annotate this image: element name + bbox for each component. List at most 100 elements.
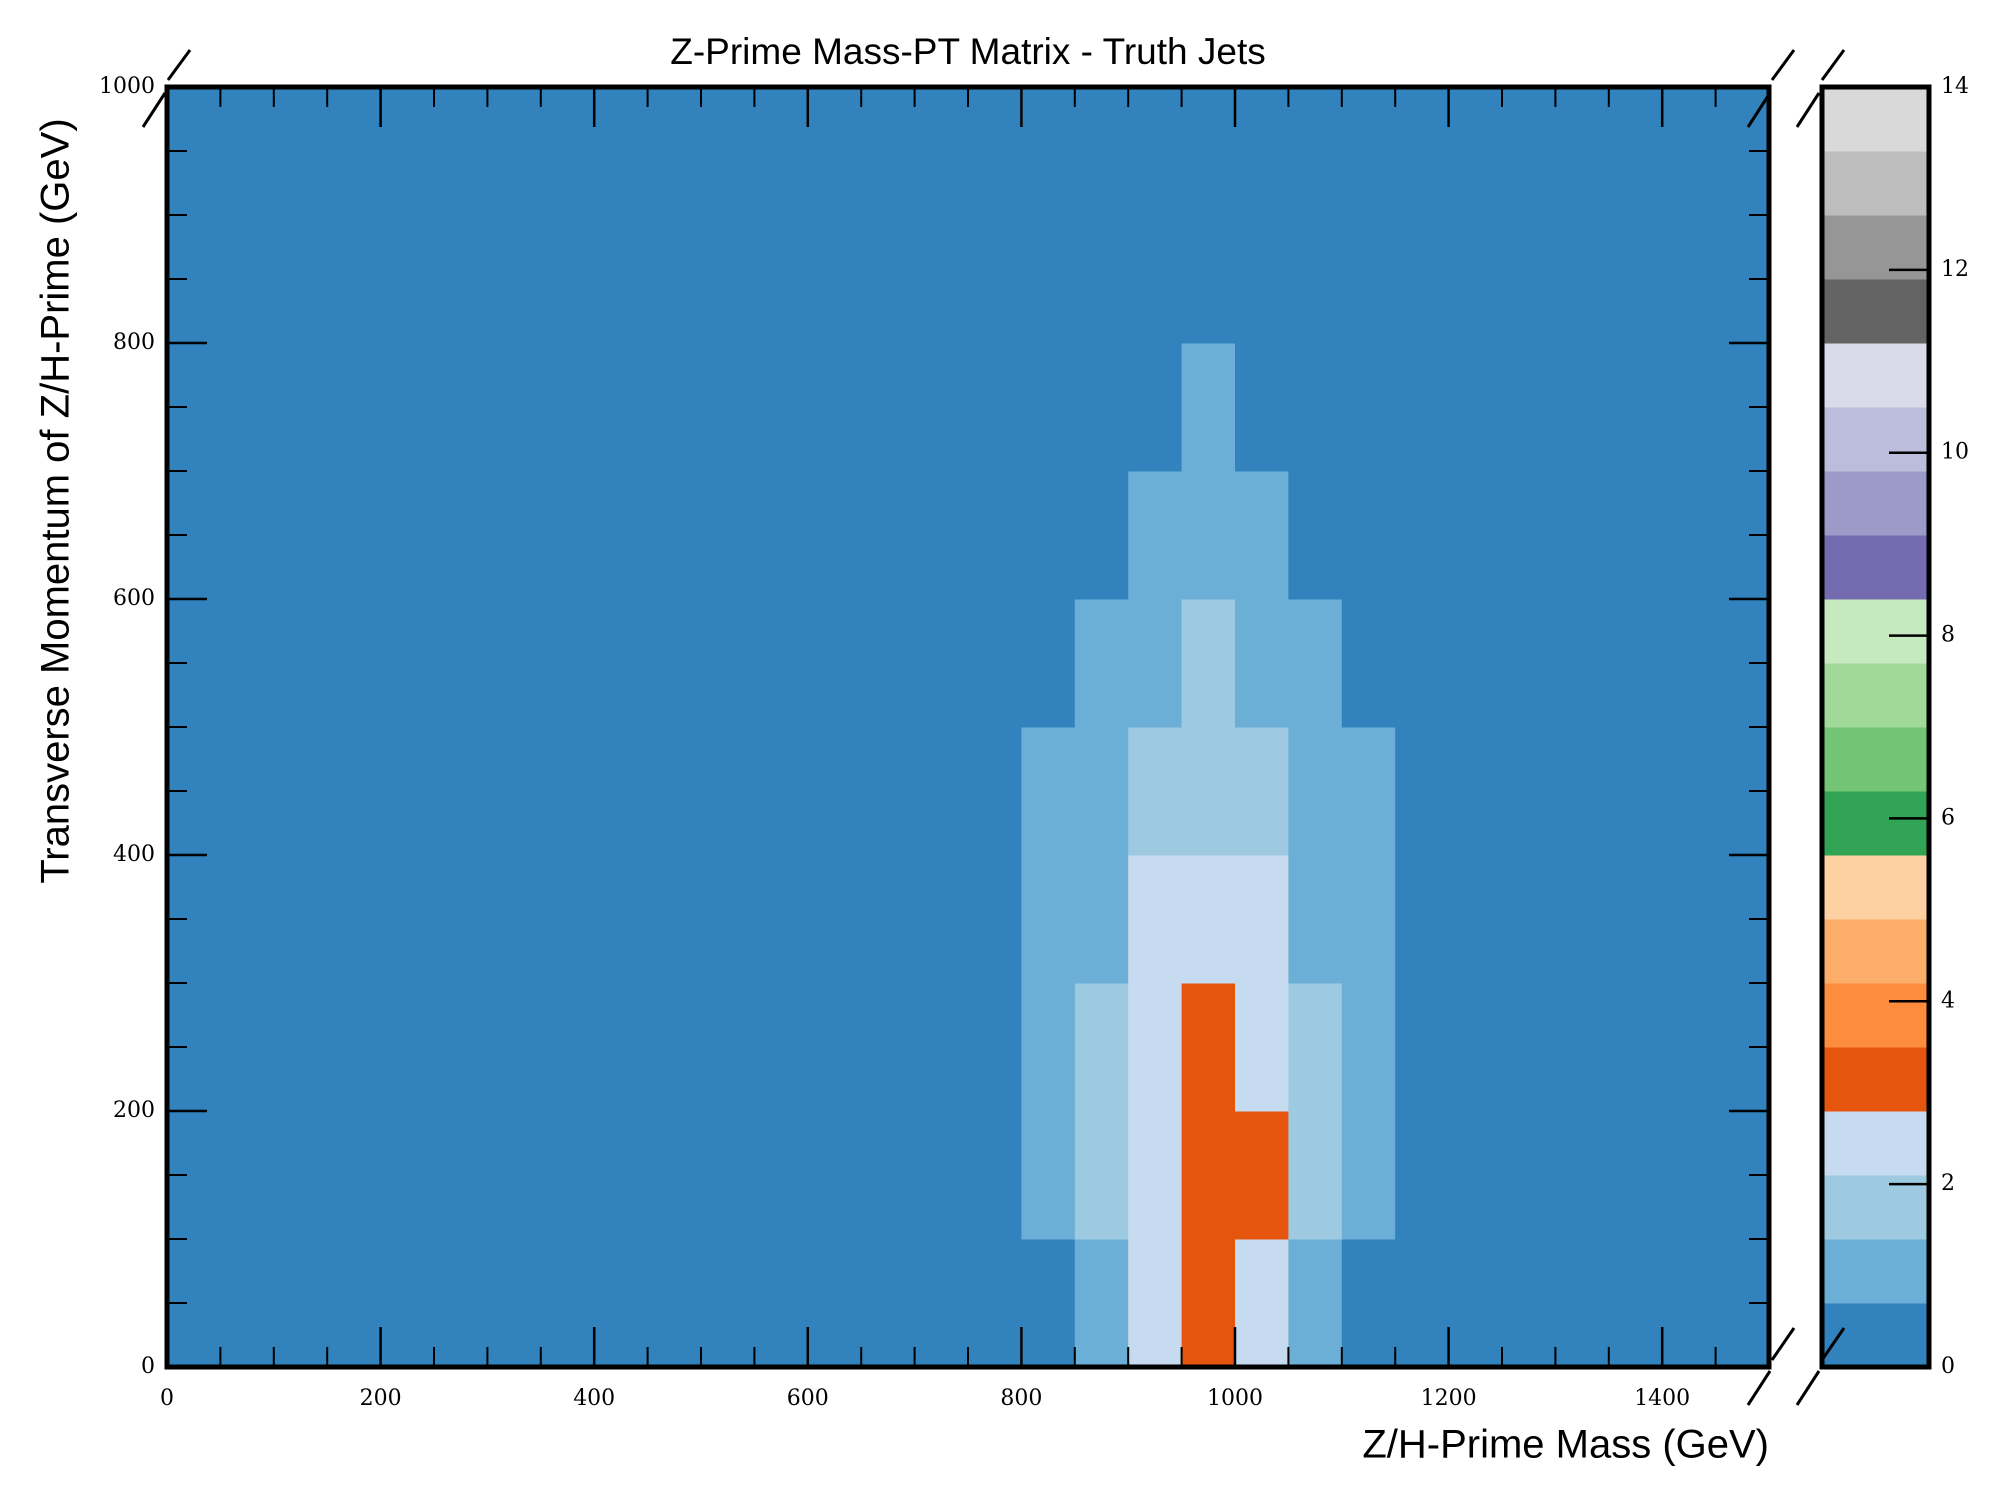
heatmap-cell [327,599,382,728]
heatmap-cell [1128,1111,1183,1240]
heatmap-cell [1662,1111,1717,1240]
heatmap-cell [1128,855,1183,984]
heatmap-cell [273,1111,328,1240]
heatmap-cell [807,1239,862,1368]
heatmap-cell [273,599,328,728]
heatmap-cell [487,1239,542,1368]
heatmap-cell [487,855,542,984]
heatmap-cell [1021,599,1076,728]
heatmap-cell [1181,87,1236,216]
heatmap-cell [1662,215,1717,344]
heatmap-cell [1341,471,1396,600]
heatmap-cell [1555,343,1610,472]
heatmap-cell [1181,215,1236,344]
heatmap-cell [1448,855,1503,984]
heatmap-cell [807,471,862,600]
heatmap-cell [434,855,488,984]
heatmap-cell [701,983,755,1112]
colorbar-band [1822,919,1929,984]
heatmap-cell [1555,1111,1610,1240]
colorbar-frame [1819,84,1932,1370]
heatmap-cell [1341,855,1396,984]
heatmap-cell [273,1239,328,1368]
heatmap-cell [754,1239,809,1368]
heatmap-cell [1395,215,1450,344]
heatmap-cell [701,1239,755,1368]
heatmap-cell [327,855,382,984]
heatmap-cell [1555,471,1610,600]
heatmap-cell [327,727,382,856]
heatmap-cell [1448,983,1503,1112]
x-tick-label: 1400 [1634,1386,1690,1411]
heatmap-cell [1181,1111,1236,1240]
heatmap-cell [1555,215,1610,344]
heatmap-cell [1662,727,1717,856]
heatmap-cell [754,727,809,856]
heatmap-cell [1235,1239,1289,1368]
heatmap-cell [1662,471,1717,600]
heatmap-cell [861,343,916,472]
heatmap-cell [380,855,435,984]
heatmap-cell [487,343,542,472]
heatmap-cell [1341,215,1396,344]
heatmap-cell [914,471,969,600]
colorbar-band [1822,855,1929,920]
heatmap-cell [540,87,595,216]
heatmap-cell [968,343,1022,472]
heatmap-cell [1288,727,1343,856]
heatmap-cell [1608,471,1663,600]
heatmap-cell [1341,727,1396,856]
colorbar-band [1822,1047,1929,1112]
heatmap-cell [540,983,595,1112]
heatmap-cell [1341,1111,1396,1240]
heatmap-cell [647,1111,702,1240]
heatmap-cell [1608,1111,1663,1240]
heatmap-cell [1395,855,1450,984]
heatmap-cell [914,215,969,344]
chart-title: Z-Prime Mass-PT Matrix - Truth Jets [670,31,1266,72]
colorbar-band [1822,663,1929,728]
heatmap-cell [540,343,595,472]
heatmap-cell [1341,599,1396,728]
heatmap-cell [701,1111,755,1240]
heatmap-cell [861,727,916,856]
heatmap-cell [487,471,542,600]
heatmap-cell [327,1239,382,1368]
heatmap-cell [1448,727,1503,856]
colorbar-band [1822,1111,1929,1176]
heatmap-cell [1608,87,1663,216]
heatmap-cell [807,87,862,216]
heatmap-cell [1288,1239,1343,1368]
heatmap-cell [1235,1111,1289,1240]
heatmap-cell [914,1239,969,1368]
heatmap-cell [273,727,328,856]
heatmap-cell [380,343,435,472]
heatmap-cell [1074,343,1129,472]
heatmap-cell [701,87,755,216]
heatmap-cell [1235,983,1289,1112]
heatmap-cell [647,343,702,472]
y-tick-label: 400 [113,842,155,867]
colorbar-band [1822,471,1929,536]
heatmap-cell [968,1239,1022,1368]
heatmap-cell [1181,727,1236,856]
y-tick-label: 0 [141,1354,155,1379]
heatmap-cell [1288,343,1343,472]
heatmap-cell [861,215,916,344]
heatmap-cell [647,471,702,600]
heatmap-cell [1502,1111,1556,1240]
heatmap-cell [807,215,862,344]
heatmap-cell [1235,727,1289,856]
heatmap-cell [220,727,275,856]
heatmap-cell [754,87,809,216]
heatmap-cell [487,727,542,856]
heatmap-cell [1074,1239,1129,1368]
colorbar-band [1822,87,1929,152]
y-axis-label: Transverse Momentum of Z/H-Prime (GeV) [34,118,78,883]
heatmap-cell [1662,343,1717,472]
heatmap-cell [647,1239,702,1368]
heatmap-cell [273,343,328,472]
heatmap-cell [914,983,969,1112]
heatmap-cell [1021,983,1076,1112]
